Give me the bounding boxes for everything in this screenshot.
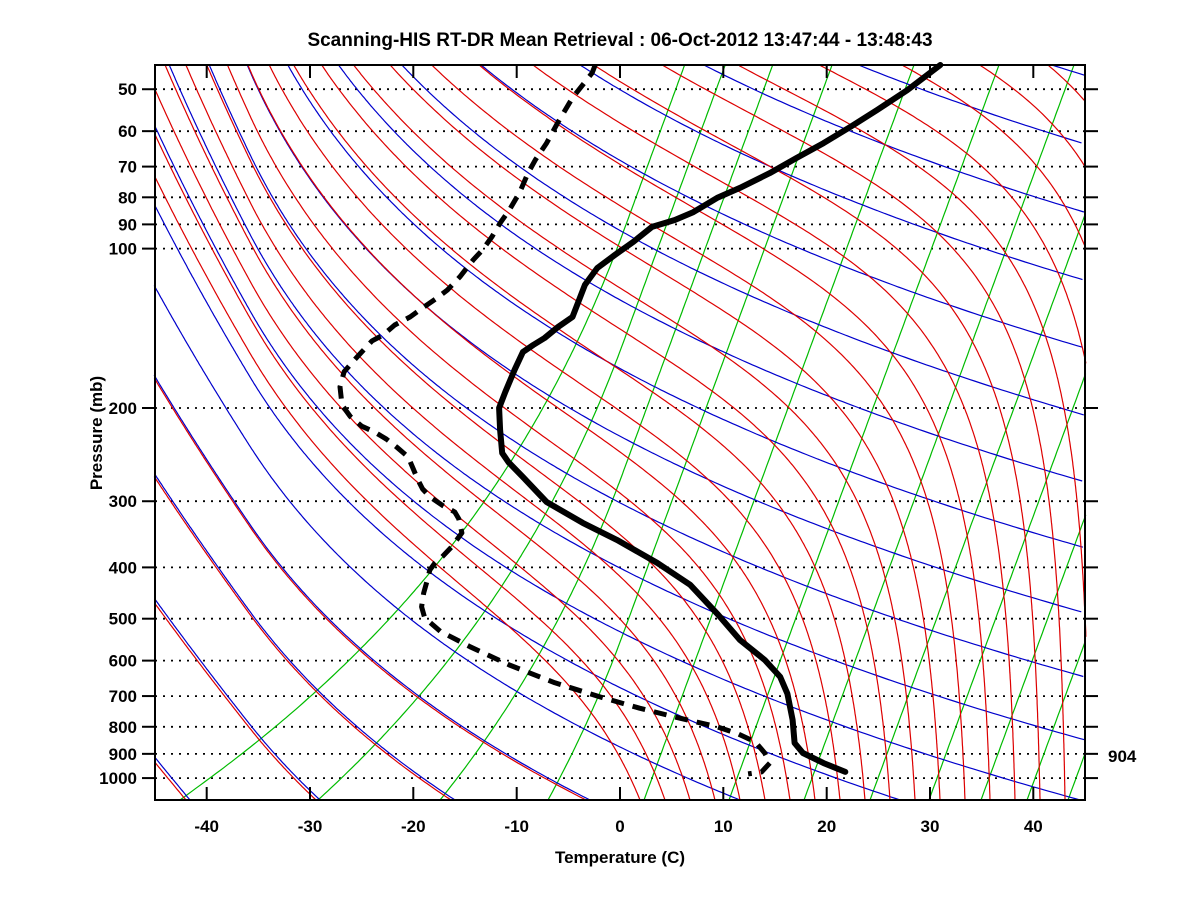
y-tick-label: 80 bbox=[118, 188, 137, 207]
blue-isopleth bbox=[401, 64, 1084, 416]
red-isopleth bbox=[164, 65, 716, 801]
blue-isopleth bbox=[154, 125, 1081, 801]
red-isopleth bbox=[154, 761, 187, 801]
green-isopleth bbox=[317, 64, 726, 801]
red-isopleth bbox=[206, 65, 766, 801]
green-isopleth bbox=[980, 514, 1087, 801]
red-isopleth bbox=[247, 65, 816, 801]
green-isopleth bbox=[728, 64, 1000, 801]
red-isopleth bbox=[820, 65, 1087, 364]
y-tick-label: 90 bbox=[118, 215, 137, 234]
blue-isopleth bbox=[338, 64, 1083, 482]
red-isopleth bbox=[321, 65, 891, 801]
green-isopleth bbox=[643, 64, 915, 801]
red-isopleth bbox=[227, 65, 791, 801]
blue-isopleth bbox=[153, 285, 741, 801]
green-isopleth bbox=[547, 64, 833, 801]
blue-isopleth bbox=[154, 598, 321, 801]
blue-isopleth bbox=[1051, 64, 1085, 76]
red-isopleth bbox=[154, 602, 317, 801]
x-tick-label: 30 bbox=[921, 817, 940, 836]
green-isopleth bbox=[803, 64, 1075, 801]
x-tick-label: -10 bbox=[504, 817, 529, 836]
y-tick-label: 1000 bbox=[99, 769, 137, 788]
blue-isopleth bbox=[287, 64, 1084, 548]
red-isopleth bbox=[390, 65, 941, 801]
blue-isopleth bbox=[858, 64, 1082, 144]
y-tick-label: 300 bbox=[109, 492, 137, 511]
red-isopleth bbox=[738, 65, 1087, 637]
y-tick-label: 600 bbox=[109, 652, 137, 671]
red-isopleth bbox=[154, 175, 641, 801]
x-tick-label: 0 bbox=[615, 817, 624, 836]
y-tick-label: 400 bbox=[109, 558, 137, 577]
blue-isopleth bbox=[703, 64, 1085, 213]
blue-isopleth bbox=[246, 64, 1082, 613]
plot-border bbox=[154, 64, 1086, 801]
green-isopleth bbox=[869, 214, 1086, 801]
red-isopleth bbox=[663, 65, 1066, 800]
red-isopleth bbox=[153, 87, 691, 801]
red-isopleth bbox=[269, 65, 841, 801]
red-isopleth bbox=[293, 65, 866, 801]
red-isopleth bbox=[153, 476, 452, 801]
green-isopleth bbox=[439, 64, 774, 801]
red-isopleth bbox=[185, 65, 741, 801]
red-isopleth bbox=[479, 65, 991, 801]
y-tick-label: 800 bbox=[109, 718, 137, 737]
y-tick-label: 60 bbox=[118, 122, 137, 141]
red-isopleth bbox=[153, 377, 587, 801]
surface-pressure-annotation: 904 bbox=[1108, 747, 1137, 766]
red-isopleth bbox=[594, 65, 1041, 800]
y-tick-label: 50 bbox=[118, 80, 137, 99]
blue-isopleth bbox=[153, 374, 591, 801]
x-tick-label: 20 bbox=[817, 817, 836, 836]
red-isopleth bbox=[432, 65, 966, 801]
blue-isopleth bbox=[208, 64, 1084, 678]
blue-isopleth bbox=[154, 757, 191, 801]
y-tick-label: 100 bbox=[109, 240, 137, 259]
y-tick-label: 900 bbox=[109, 745, 137, 764]
blue-isopleth bbox=[168, 64, 1085, 741]
x-tick-label: -40 bbox=[194, 817, 219, 836]
temperature-profile-line bbox=[496, 62, 944, 775]
green-isopleth bbox=[1067, 752, 1086, 801]
red-isopleth bbox=[1048, 65, 1086, 102]
red-isopleth bbox=[353, 65, 916, 801]
blue-isopleth bbox=[579, 64, 1083, 281]
red-isopleth bbox=[902, 65, 1087, 249]
x-tick-label: 10 bbox=[714, 817, 733, 836]
dewpoint-profile-line bbox=[337, 64, 773, 777]
x-tick-label: -30 bbox=[298, 817, 323, 836]
x-axis-title: Temperature (C) bbox=[554, 848, 686, 867]
green-isopleth bbox=[1026, 640, 1086, 801]
y-tick-label: 700 bbox=[109, 687, 137, 706]
y-tick-label: 70 bbox=[118, 158, 137, 177]
x-tick-label: -20 bbox=[401, 817, 426, 836]
chart-title: Scanning-HIS RT-DR Mean Retrieval : 06-O… bbox=[307, 30, 933, 51]
blue-isopleth bbox=[153, 473, 456, 801]
y-tick-label: 200 bbox=[109, 399, 137, 418]
green-isopleth bbox=[928, 373, 1087, 801]
x-tick-label: 40 bbox=[1024, 817, 1043, 836]
green-isopleth bbox=[179, 64, 686, 801]
y-axis-title: Pressure (mb) bbox=[87, 375, 106, 491]
red-isopleth bbox=[154, 133, 666, 801]
red-isopleth bbox=[980, 65, 1086, 168]
y-tick-label: 500 bbox=[109, 610, 137, 629]
